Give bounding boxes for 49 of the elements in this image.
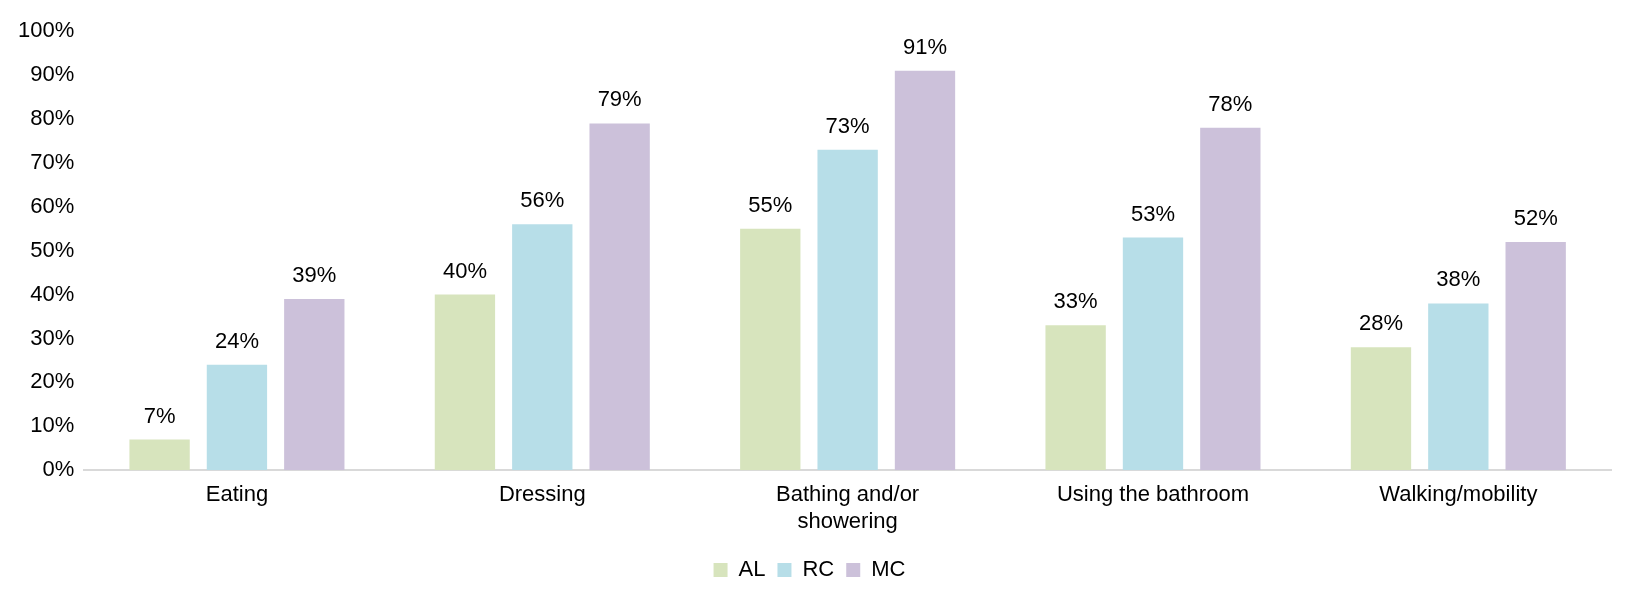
y-tick-label: 0% [42, 456, 75, 482]
bar [434, 294, 496, 471]
x-tick-label: Bathing and/or showering [776, 481, 920, 533]
data-label: 79% [597, 86, 642, 112]
bar [1428, 303, 1489, 471]
y-tick-label: 60% [30, 192, 75, 218]
data-label: 24% [214, 327, 259, 353]
y-tick-label: 30% [30, 324, 75, 350]
data-label: 78% [1208, 90, 1253, 116]
data-label: 38% [1436, 266, 1481, 292]
legend-label: AL [738, 556, 766, 582]
bar [589, 123, 650, 471]
bar [1350, 347, 1412, 471]
legend-label: RC [802, 556, 835, 582]
bar [894, 70, 956, 471]
bar [206, 364, 268, 471]
x-tick-label: Walking/mobility [1379, 481, 1538, 507]
data-label: 91% [902, 33, 948, 59]
data-label: 39% [292, 262, 337, 288]
bar [129, 439, 190, 471]
y-tick-label: 10% [30, 412, 75, 438]
x-tick-label: Eating [205, 481, 269, 507]
data-label: 28% [1358, 310, 1403, 336]
data-label: 55% [748, 191, 793, 217]
bar [740, 228, 801, 471]
bar [1200, 127, 1261, 471]
bar [284, 298, 345, 471]
bar [512, 224, 573, 471]
data-label: 73% [825, 112, 870, 138]
bar [817, 149, 878, 471]
data-label: 53% [1130, 200, 1175, 226]
y-tick-label: 40% [30, 280, 75, 306]
data-label: 7% [143, 402, 176, 428]
y-tick-label: 80% [30, 105, 75, 131]
legend-label: MC [871, 556, 906, 582]
y-tick-label: 90% [30, 61, 75, 87]
y-tick-label: 100% [17, 17, 75, 43]
data-label: 56% [520, 187, 565, 213]
data-label: 33% [1053, 288, 1098, 314]
x-tick-label: Using the bathroom [1056, 481, 1249, 507]
bar [1122, 237, 1184, 471]
bar [1045, 325, 1106, 471]
y-tick-label: 20% [30, 368, 75, 394]
y-tick-label: 50% [30, 236, 75, 262]
data-label: 40% [442, 257, 487, 283]
data-label: 52% [1513, 204, 1558, 230]
x-tick-label: Dressing [498, 481, 586, 507]
y-tick-label: 70% [30, 148, 75, 174]
bar [1505, 241, 1566, 471]
